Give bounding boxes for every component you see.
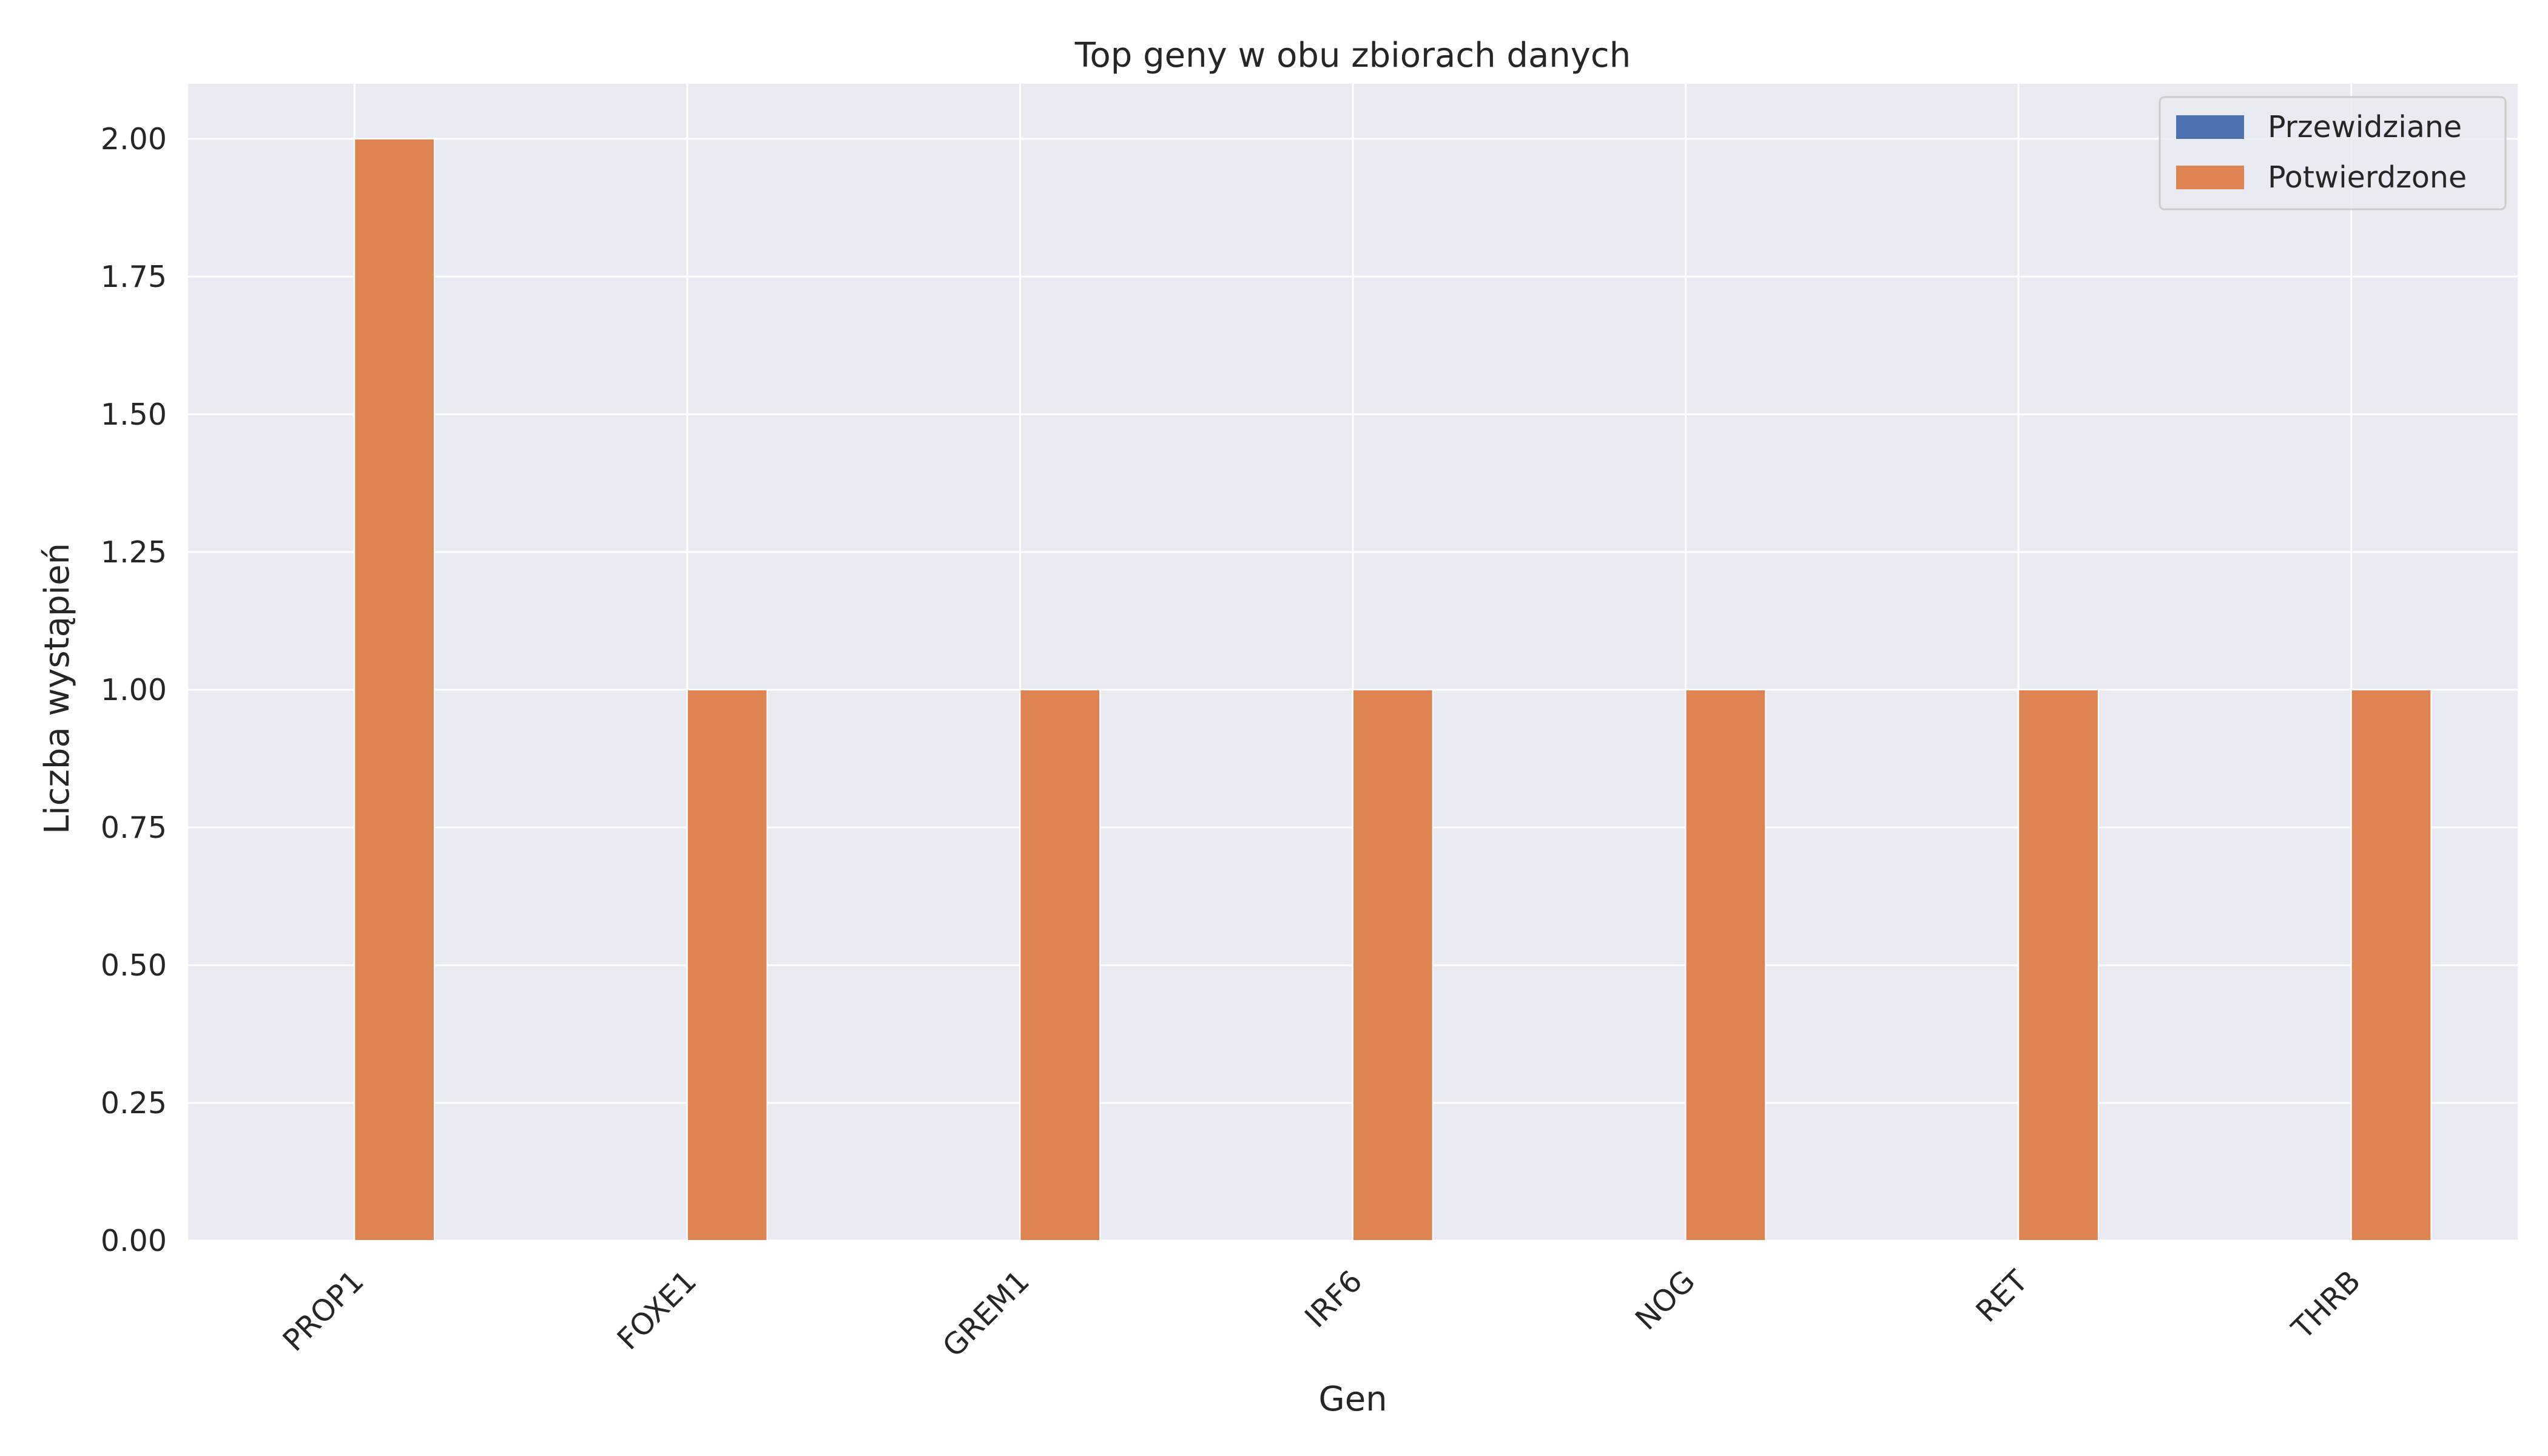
bar-potwierdzone-thrb bbox=[2350, 689, 2432, 1241]
y-tick-label: 0.50 bbox=[101, 948, 167, 983]
y-tick-label: 0.75 bbox=[101, 811, 167, 845]
y-axis-label: Liczba wystąpień bbox=[38, 543, 77, 834]
legend: Przewidziane Potwierdzone bbox=[2159, 96, 2507, 211]
bar-potwierdzone-grem1 bbox=[1019, 689, 1101, 1241]
y-axis-ticks: 0.00 0.25 0.50 0.75 1.00 1.25 1.50 1.75 2.00 bbox=[101, 122, 167, 1258]
legend-swatch-przewidziane bbox=[2176, 115, 2244, 139]
bars bbox=[354, 138, 2432, 1241]
x-axis-label: Gen bbox=[1318, 1380, 1387, 1419]
bar-potwierdzone-foxe1 bbox=[686, 689, 768, 1241]
y-tick-label: 1.50 bbox=[101, 397, 167, 432]
chart-title: Top geny w obu zbiorach danych bbox=[1074, 36, 1631, 75]
x-tick-label-irf6: IRF6 bbox=[1298, 1264, 1369, 1335]
x-tick-label-prop1: PROP1 bbox=[276, 1264, 370, 1358]
bar-potwierdzone-ret bbox=[2018, 689, 2099, 1241]
x-tick-label-thrb: THRB bbox=[2285, 1264, 2367, 1346]
y-tick-label: 1.75 bbox=[101, 260, 167, 294]
y-tick-label: 0.00 bbox=[101, 1224, 167, 1258]
x-tick-label-foxe1: FOXE1 bbox=[610, 1264, 703, 1357]
bar-potwierdzone-nog bbox=[1685, 689, 1767, 1241]
legend-label-potwierdzone: Potwierdzone bbox=[2268, 160, 2467, 195]
bar-potwierdzone-prop1 bbox=[354, 138, 435, 1241]
bar-potwierdzone-irf6 bbox=[1352, 689, 1434, 1241]
x-tick-label-ret: RET bbox=[1969, 1263, 2035, 1329]
legend-swatch-potwierdzone bbox=[2176, 166, 2244, 189]
x-tick-label-grem1: GREM1 bbox=[936, 1264, 1036, 1364]
x-axis-ticks: PROP1 FOXE1 GREM1 IRF6 NOG RET THRB bbox=[276, 1263, 2367, 1364]
legend-label-przewidziane: Przewidziane bbox=[2268, 110, 2462, 144]
y-tick-label: 1.00 bbox=[101, 673, 167, 707]
y-tick-label: 1.25 bbox=[101, 535, 167, 570]
y-tick-label: 2.00 bbox=[101, 122, 167, 157]
legend-box bbox=[2159, 96, 2507, 211]
y-tick-label: 0.25 bbox=[101, 1086, 167, 1121]
x-tick-label-nog: NOG bbox=[1629, 1264, 1702, 1336]
